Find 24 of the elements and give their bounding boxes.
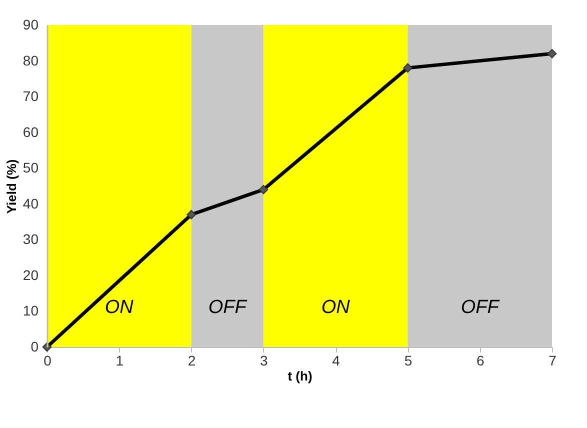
x-tick-label: 5 [404, 352, 412, 368]
y-tick-label: 50 [22, 160, 39, 176]
band-label: OFF [460, 297, 500, 318]
band-label: ON [104, 297, 134, 318]
x-tick-label: 6 [476, 352, 484, 368]
x-tick-label: 4 [332, 352, 340, 368]
x-tick-label: 2 [188, 352, 196, 368]
y-tick-label: 40 [22, 195, 39, 212]
y-tick-label: 30 [22, 231, 39, 248]
band-label: OFF [208, 297, 248, 318]
y-tick-label: 80 [22, 52, 39, 68]
y-tick-label: 90 [22, 16, 39, 32]
y-axis-title: Yield (%) [4, 159, 19, 214]
x-axis-title: t (h) [288, 368, 312, 384]
y-tick-label: 70 [22, 88, 39, 104]
x-tick-label: 3 [260, 352, 268, 368]
x-tick-label: 1 [116, 352, 124, 368]
x-tick-label: 7 [548, 352, 557, 368]
x-tick-label: 0 [44, 352, 52, 368]
y-tick-label: 0 [30, 338, 39, 354]
y-tick-label: 20 [22, 266, 39, 283]
band-label: ON [321, 297, 350, 318]
y-tick-label: 60 [22, 124, 39, 140]
y-tick-label: 10 [22, 302, 39, 319]
